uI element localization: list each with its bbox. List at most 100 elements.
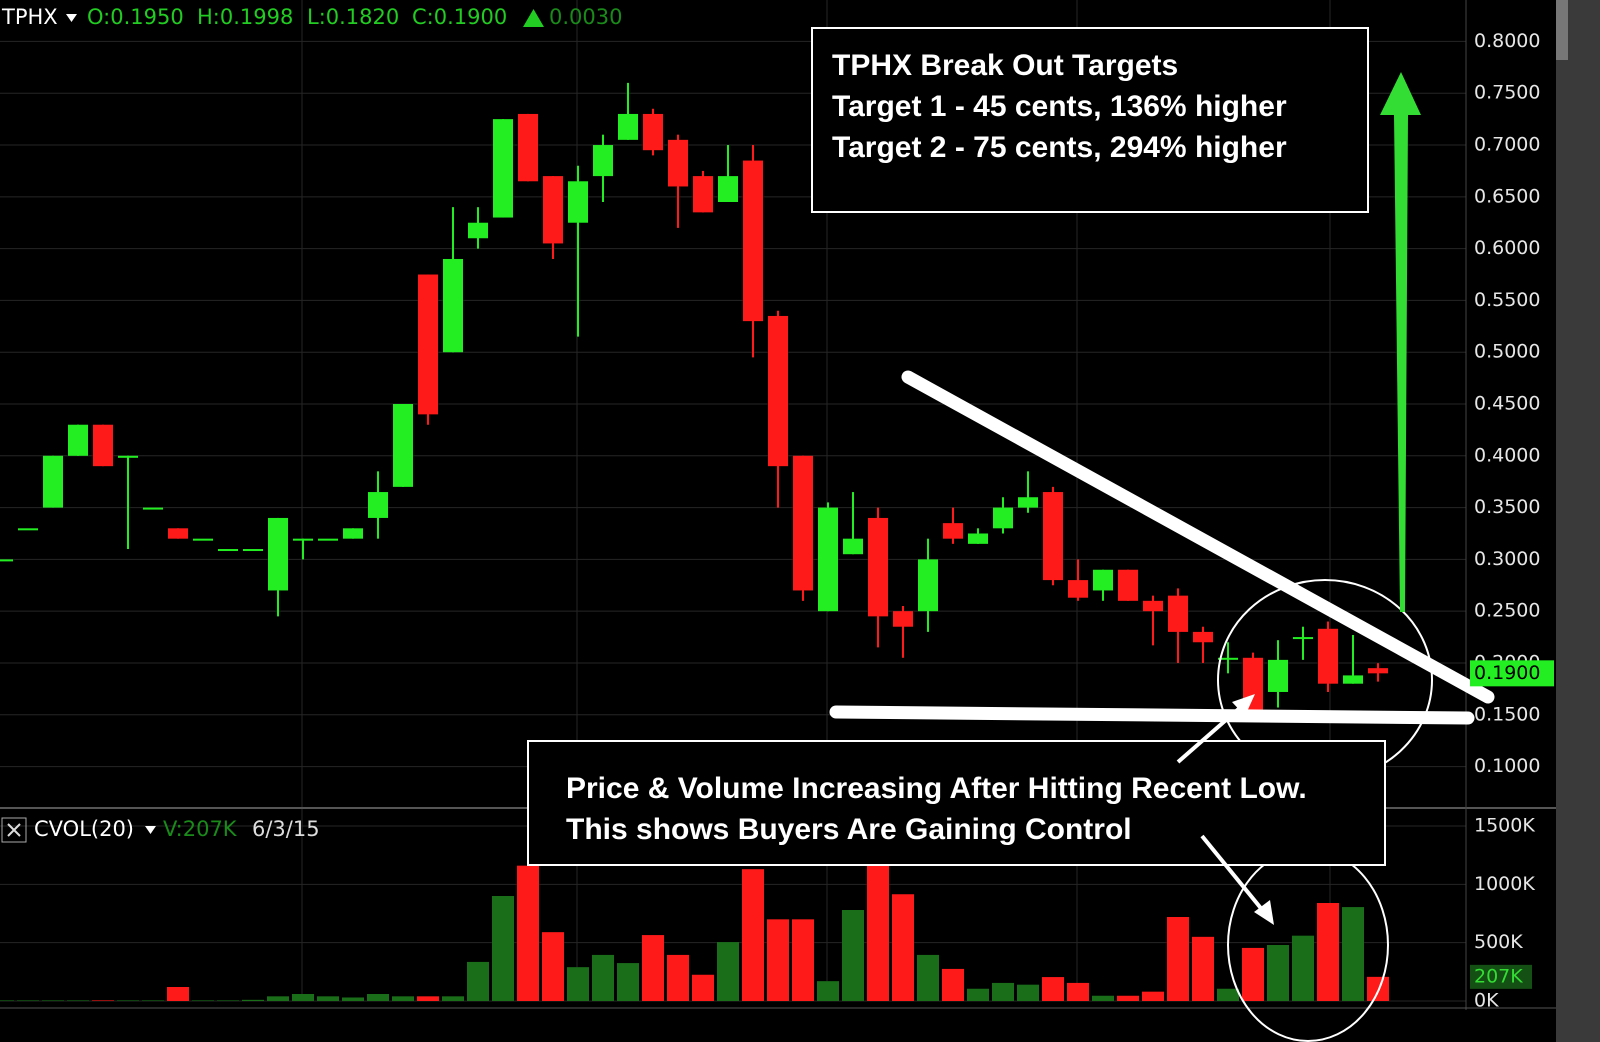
y-tick-label: 0.3500 (1474, 496, 1540, 518)
annotation: This shows Buyers Are Gaining Control (566, 813, 1132, 846)
change: 0.0030 (549, 5, 622, 29)
volume-bar (517, 865, 539, 1001)
annotation: Target 1 - 45 cents, 136% higher (832, 90, 1287, 123)
volume-bar (1117, 995, 1139, 1001)
volume-bar (292, 994, 314, 1001)
candle-body (393, 404, 413, 487)
volume-bar (667, 954, 689, 1001)
candle-body (193, 538, 213, 541)
candle-body (668, 139, 688, 187)
y-tick-label: 0.6500 (1474, 185, 1540, 207)
volume-bar (717, 942, 739, 1001)
close-button[interactable] (1, 817, 27, 843)
volume-bar (767, 919, 789, 1001)
target-arrow (1380, 72, 1421, 612)
pointer-arrow (1176, 704, 1244, 764)
volume-bar (1142, 991, 1164, 1001)
note-box (527, 740, 1386, 866)
candle-body (443, 258, 463, 353)
volume-bar (167, 987, 189, 1001)
candle-body (118, 455, 138, 458)
volume-bar (0, 1000, 14, 1001)
volume-bar (242, 999, 264, 1001)
volume-bar (992, 982, 1014, 1001)
candle-body (843, 538, 863, 555)
annotation: Price & Volume Increasing After Hitting … (566, 772, 1307, 805)
volume-bar (867, 856, 889, 1001)
candle-body (543, 176, 563, 244)
volume-bar (1017, 984, 1039, 1001)
candle-body (143, 507, 163, 510)
candle-body (218, 549, 238, 552)
candle-body (718, 176, 738, 202)
candle-body (0, 559, 13, 562)
candle-body (743, 160, 763, 322)
last-price-tag (1470, 660, 1554, 687)
candle-body (568, 181, 588, 223)
volume-bar (592, 954, 614, 1001)
candle-body (918, 559, 938, 612)
candle-body (1368, 668, 1388, 674)
y-tick-label: 0.4000 (1474, 444, 1540, 466)
volume-bar (392, 996, 414, 1001)
y-tick-label: 0.2500 (1474, 600, 1540, 622)
y-tick-label: 0.4500 (1474, 393, 1540, 415)
volume-bar (217, 1000, 239, 1001)
volume-bar (92, 1000, 114, 1001)
indicator-name: CVOL(20) (34, 817, 134, 841)
volume-value: V:207K (163, 817, 238, 841)
volume-bar (1192, 936, 1214, 1001)
y-tick-label: 0.5000 (1474, 341, 1540, 363)
candle-body (593, 145, 613, 177)
volume-bar (17, 1000, 39, 1001)
candle-body (1143, 600, 1163, 612)
volume-bar (442, 996, 464, 1001)
volume-bar (617, 963, 639, 1001)
dropdown-arrow[interactable] (66, 14, 77, 22)
candle-body (1293, 637, 1313, 640)
candle-body (1193, 631, 1213, 643)
candle-body (18, 528, 38, 531)
candle-body (1168, 595, 1188, 632)
volume-bar (1342, 907, 1364, 1001)
volume-bar (1292, 935, 1314, 1001)
candle-body (1068, 580, 1088, 598)
y-tick-label: 0.8000 (1474, 30, 1540, 52)
candle-body (643, 113, 663, 151)
candle-body (1043, 492, 1063, 581)
candle-body (993, 507, 1013, 529)
candle-body (1093, 569, 1113, 591)
volume-date: 6/3/15 (252, 817, 320, 841)
volume-bar (692, 974, 714, 1001)
candle-body (768, 315, 788, 467)
volume-bar (342, 997, 364, 1001)
candle-body (368, 492, 388, 518)
volume-bar (117, 1000, 139, 1001)
last-price-label: 0.1900 (1474, 662, 1540, 684)
volume-tick-label: 1500K (1474, 815, 1535, 837)
candle-body (243, 549, 263, 552)
candle-body (293, 538, 313, 541)
candle-body (1268, 659, 1288, 692)
candle-body (43, 455, 63, 508)
candle-body (518, 113, 538, 182)
candle-body (93, 424, 113, 467)
annotation: Target 2 - 75 cents, 294% higher (832, 131, 1287, 164)
scrollbar (1556, 0, 1600, 1042)
candle-body (893, 611, 913, 627)
volume-bar (267, 996, 289, 1001)
volume-bar (542, 932, 564, 1001)
volume-bar (792, 919, 814, 1001)
volume-tick-label: 500K (1474, 931, 1523, 953)
volume-tick-label: 0K (1474, 990, 1499, 1012)
scroll-thumb (1556, 0, 1568, 60)
y-tick-label: 0.5500 (1474, 289, 1540, 311)
dropdown-arrow[interactable] (145, 826, 156, 834)
volume-bar (1267, 945, 1289, 1001)
candle-body (68, 424, 88, 456)
volume-bar (1167, 917, 1189, 1001)
volume-bar (1067, 982, 1089, 1001)
ohlc: O:0.1950 (87, 5, 184, 29)
candle-body (268, 517, 288, 591)
